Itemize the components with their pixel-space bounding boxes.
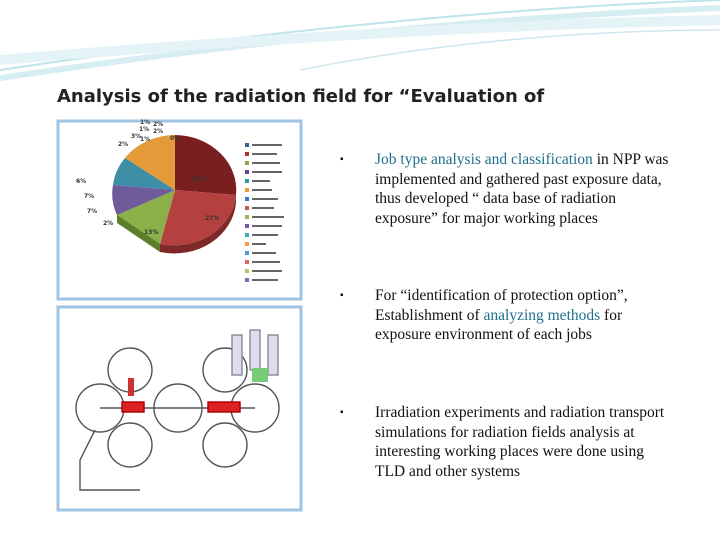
bullet-marker: ▪ bbox=[340, 154, 344, 165]
slide-title: Analysis of the radiation field for “Eva… bbox=[57, 86, 545, 107]
pie-label: 0% bbox=[170, 135, 180, 142]
pie-label: 7% bbox=[87, 208, 97, 215]
plant-diagram bbox=[75, 329, 280, 491]
pie-label: 2% bbox=[103, 220, 113, 227]
pie-legend bbox=[245, 143, 284, 282]
bullet: ▪ Irradiation experiments and radiation t… bbox=[340, 403, 670, 481]
bullet-marker: ▪ bbox=[340, 290, 344, 301]
pie-label: 2% bbox=[118, 141, 128, 148]
text-run: for exposure environment of each jobs bbox=[375, 306, 623, 344]
accent-text: Job type analysis and classification bbox=[375, 151, 593, 168]
pie-label: 7% bbox=[84, 193, 94, 200]
pie-label: 1% bbox=[139, 126, 149, 133]
bullet-text: For “identification of protection option… bbox=[375, 286, 670, 345]
text-run: For “identification of protection option… bbox=[375, 287, 628, 324]
pie-label: 27% bbox=[205, 215, 219, 222]
pie-label: 26% bbox=[192, 176, 206, 183]
accent-text: analyzing methods bbox=[483, 306, 601, 324]
wave bbox=[0, 15, 720, 65]
pie-label: 2% bbox=[153, 121, 163, 128]
bullet: ▪ Job type analysis and classification in… bbox=[340, 150, 670, 228]
text-run: in NPP was implemented and gathered past… bbox=[375, 151, 669, 227]
pie-label: 6% bbox=[76, 178, 86, 185]
bullet-marker: ▪ bbox=[340, 407, 344, 418]
bullet: ▪ For “identification of protection optio… bbox=[340, 286, 670, 345]
bullet-text: Irradiation experiments and radiation tr… bbox=[375, 403, 670, 481]
text-run: Irradiation experiments and radiation tr… bbox=[375, 404, 665, 480]
pie-label: 3% bbox=[131, 133, 141, 140]
pie-chart bbox=[112, 135, 237, 254]
pie-labels: 1% 2%1% 2%3%1% 0%2%6%7%7%2%13%27%26% bbox=[76, 119, 219, 236]
wave bbox=[299, 29, 720, 71]
pie-label: 1% bbox=[140, 119, 150, 126]
pie-label: 1% bbox=[140, 136, 150, 143]
bullet-text: Job type analysis and classification in … bbox=[375, 150, 670, 228]
pie-label: 13% bbox=[144, 229, 158, 236]
pie-label: 2% bbox=[153, 128, 163, 135]
